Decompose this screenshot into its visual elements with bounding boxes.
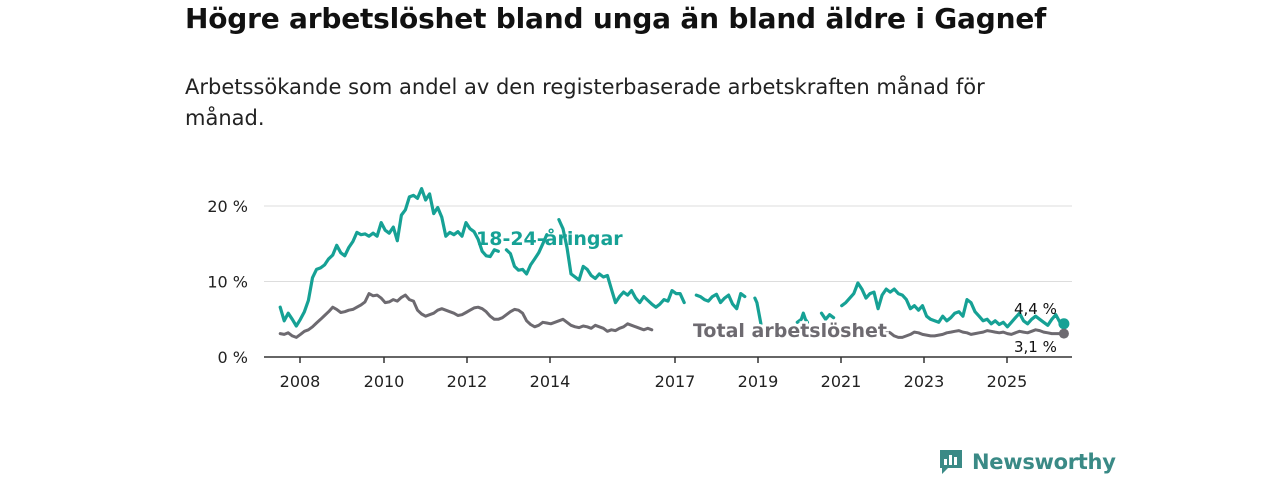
series-line-segment [557, 218, 686, 309]
x-tick-label: 2014 [530, 372, 571, 391]
brand-name: Newsworthy [972, 450, 1116, 474]
series-line-segment [278, 292, 654, 339]
x-tick-label: 2023 [904, 372, 945, 391]
x-tick-label: 2019 [738, 372, 779, 391]
x-tick-label: 2025 [987, 372, 1028, 391]
x-tick-label: 2021 [821, 372, 862, 391]
series-end-point [1058, 318, 1070, 330]
series-label-youth: 18-24-åringar [476, 226, 623, 250]
series-label-total: Total arbetslöshet [693, 320, 887, 342]
y-axis-ticks: 0 % 10 % 20 % [207, 197, 248, 367]
series-line-segment [872, 328, 1066, 339]
x-axis-ticks: 2008 2010 2012 2014 2017 2019 2021 2023 2025 [280, 357, 1028, 391]
newsworthy-logo: Newsworthy [938, 448, 1116, 476]
series-labels: 18-24-åringar Total arbetslöshet 4,4 % 3,1 … [476, 226, 1057, 356]
series-line-segment [278, 187, 500, 328]
x-tick-label: 2008 [280, 372, 321, 391]
chart-subtitle: Arbetssökande som andel av den registerb… [185, 75, 985, 130]
series-line-segment [694, 292, 747, 311]
series-end-point [1058, 328, 1069, 339]
end-value-total: 3,1 % [1014, 338, 1057, 356]
grid-lines [264, 205, 1072, 358]
x-tick-label: 2012 [447, 372, 488, 391]
series-line-segment [504, 233, 549, 276]
y-tick-label: 20 % [207, 197, 248, 216]
series-line-segment [819, 311, 836, 321]
series-line-segment [795, 311, 809, 324]
series-line-segment [753, 296, 763, 326]
x-tick-label: 2017 [655, 372, 696, 391]
series-0 [278, 187, 1070, 330]
newsworthy-icon [940, 450, 962, 474]
y-tick-label: 10 % [207, 273, 248, 292]
chart-title: Högre arbetslöshet bland unga än bland ä… [185, 2, 1047, 35]
y-tick-label: 0 % [218, 348, 248, 367]
series-lines [278, 187, 1070, 339]
series-1 [278, 292, 1069, 339]
x-tick-label: 2010 [364, 372, 405, 391]
end-value-youth: 4,4 % [1014, 300, 1057, 318]
series-line-segment [840, 281, 1066, 329]
